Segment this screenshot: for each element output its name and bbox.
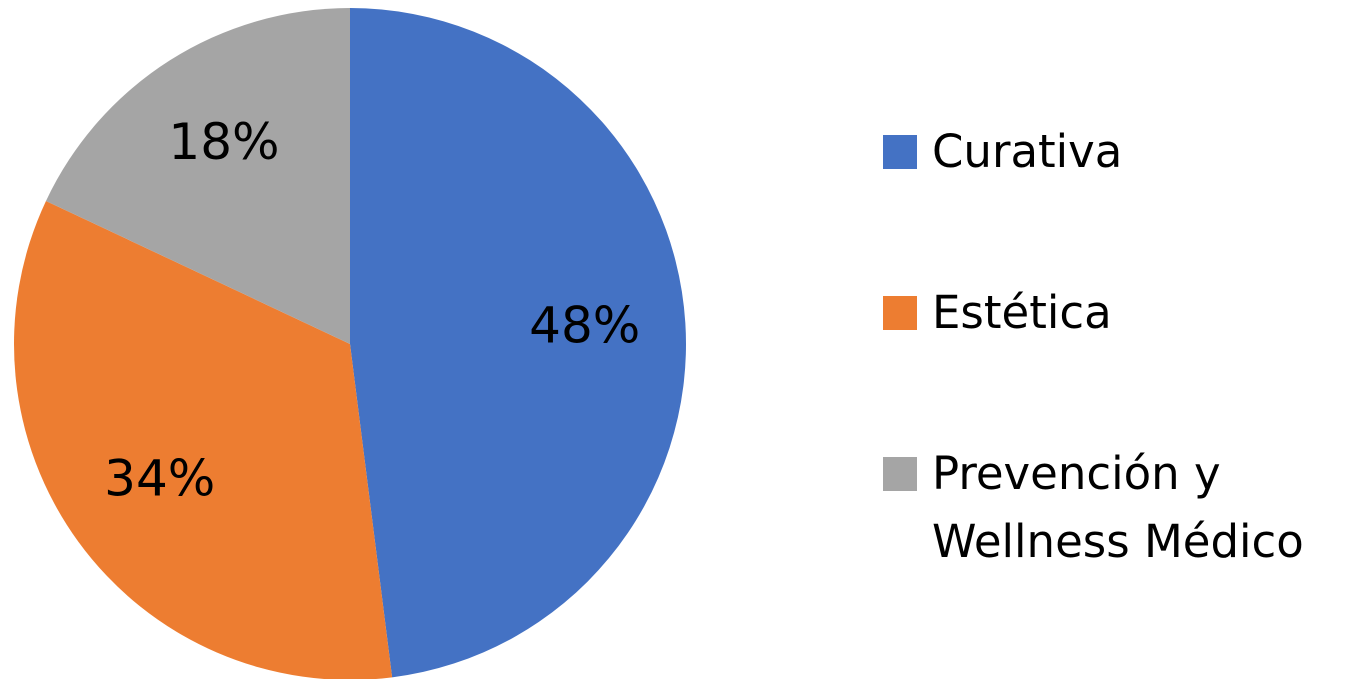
legend: Curativa Estética Prevención y Wellness Mé… [883, 118, 1363, 669]
pie-chart: 48% 34% 18% [14, 8, 686, 679]
legend-item: Estética [883, 279, 1363, 347]
pie-slice [14, 200, 393, 679]
data-label: 18% [168, 113, 279, 171]
legend-label: Estética [932, 286, 1112, 339]
legend-item: Curativa [883, 118, 1363, 186]
data-label: 48% [529, 297, 640, 355]
data-label: 34% [104, 450, 215, 508]
legend-label: Prevención y Wellness Médico [932, 447, 1304, 568]
legend-item: Prevención y Wellness Médico [883, 440, 1363, 576]
pie-slice [350, 8, 686, 678]
legend-swatch [883, 296, 917, 330]
pie-slice [45, 8, 350, 344]
legend-swatch [883, 135, 917, 169]
legend-label: Curativa [932, 125, 1123, 178]
legend-swatch [883, 457, 917, 491]
